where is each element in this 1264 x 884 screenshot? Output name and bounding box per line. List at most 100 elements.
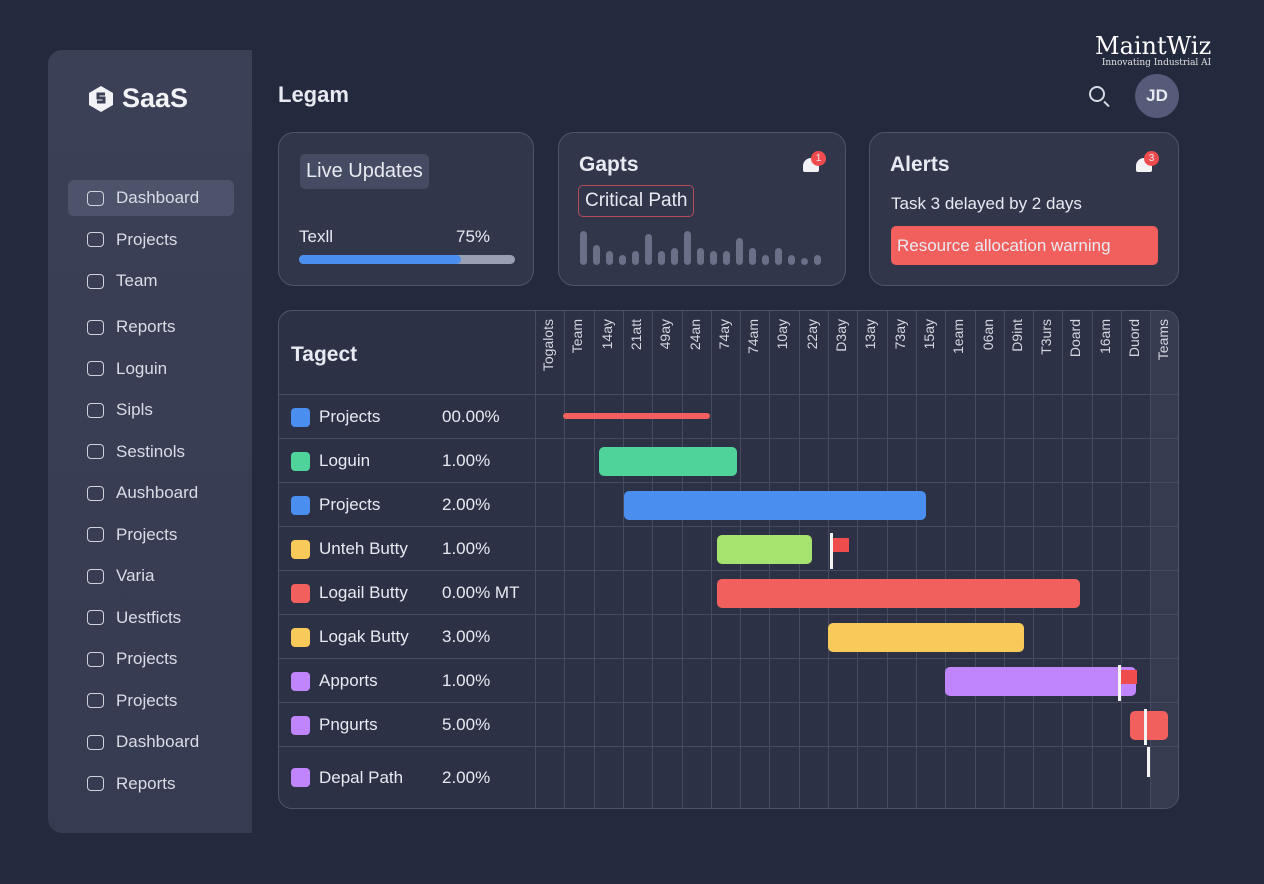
sidebar-item-label: Sipls [116,400,153,419]
sidebar-item-dashboard[interactable]: Dashboard [68,724,234,760]
sidebar-item-label: Dashboard [116,188,200,207]
table-row[interactable]: Apports 1.00% [279,658,1178,702]
column-header: Togalots [540,319,556,372]
nav-icon [87,190,104,206]
sidebar-item-aushboard[interactable]: Aushboard [68,475,234,511]
task-value: 5.00% [442,715,491,734]
task-bar[interactable] [624,490,927,520]
search-icon[interactable] [1089,86,1105,102]
timeline-column: Team [564,311,593,808]
resource-warning[interactable]: Resource allocation warning [891,226,1158,265]
sidebar-item-sestinols[interactable]: Sestinols [68,434,234,470]
sidebar-item-label: Sestinols [116,441,185,461]
app-logo[interactable]: SaaS [88,83,188,114]
nav-icon [87,734,104,750]
progress-percent: 75% [456,227,491,246]
flag-icon [1121,670,1138,684]
color-swatch [291,768,310,787]
table-row[interactable]: Unteh Butty 1.00% [279,526,1178,570]
sidebar-item-uestficts[interactable]: Uestficts [68,600,234,636]
task-bar[interactable] [828,622,1025,652]
mini-bar [749,248,756,265]
table-row[interactable]: Depal Path 2.00% [279,746,1178,807]
timeline-column: D3ay [828,311,857,808]
sidebar-item-reports[interactable]: Reports [68,309,234,345]
bell-icon[interactable]: 1 [801,151,826,175]
task-name: Depal Path [291,768,403,788]
task-bar[interactable] [716,578,1080,608]
timeline-column: 24an [681,311,711,808]
avatar[interactable]: JD [1135,74,1179,118]
table-row[interactable]: Logail Butty 0.00% MT [279,570,1178,614]
mini-bar [814,254,821,265]
sidebar-item-projects[interactable]: Projects [68,641,234,677]
table-row[interactable]: Pngurts 5.00% [279,702,1178,746]
task-bar[interactable] [1129,710,1168,740]
sidebar-item-loguin[interactable]: Loguin [68,351,234,387]
column-header: 74ay [715,319,732,350]
mini-bar [736,237,743,265]
progress-label: Texll [299,227,334,246]
timeline-column: 74ay [710,311,740,808]
milestone-marker[interactable] [1147,747,1151,777]
timeline-column: 73ay [886,311,916,808]
sidebar-item-sipls[interactable]: Sipls [68,392,234,428]
color-swatch [291,671,310,691]
sidebar-item-label: Loguin [116,358,168,378]
column-header: 13ay [862,319,879,350]
table-row[interactable]: Logak Butty 3.00% [279,614,1178,658]
progress-bar [299,255,515,264]
sidebar-item-varia[interactable]: Varia [68,558,234,594]
column-header: D9int [1008,319,1025,352]
task-bar[interactable] [563,413,710,419]
color-swatch [291,495,310,515]
column-header: Doard [1067,319,1084,358]
task-name: Projects [291,495,380,515]
flag-icon [833,538,850,552]
column-header: 16am [1096,319,1113,355]
table-row[interactable]: Projects 00.00% [279,394,1178,438]
sidebar-item-projects[interactable]: Projects [68,683,234,719]
logo-text: SaaS [122,83,189,113]
sidebar-item-dashboard[interactable]: Dashboard [68,180,234,216]
progress-fill [299,255,461,264]
sidebar-item-label: Projects [116,524,178,544]
timeline-column: Togalots [535,311,564,808]
timeline-column: Doard [1062,311,1091,808]
alerts-card: Alerts 3 Task 3 delayed by 2 days Resour… [869,132,1179,286]
sidebar-item-label: Projects [116,649,178,668]
critical-path-chip[interactable]: Critical Path [578,185,695,217]
sidebar-item-projects[interactable]: Projects [68,517,234,553]
color-swatch [291,583,310,603]
milestone-marker[interactable] [830,533,834,569]
mini-bar [697,248,704,265]
sidebar-item-reports[interactable]: Reports [68,766,234,802]
table-row[interactable]: Projects 2.00% [279,482,1178,526]
timeline-column: 15ay [915,311,945,808]
task-bar[interactable] [945,666,1136,696]
color-swatch [291,407,310,427]
nav-icon [87,651,104,667]
milestone-marker[interactable] [1144,709,1148,745]
task-name: Pngurts [291,715,378,735]
timeline-column: 21att [622,311,652,808]
milestone-marker[interactable] [1118,665,1122,701]
sidebar-item-team[interactable]: Team [68,263,234,299]
timeline-column: D9int [1003,311,1033,808]
timeline-column: 49ay [652,311,681,808]
color-swatch [291,715,310,735]
gantt-chart: Tagect Togalots Team 14ay 21att 49ay 24an 74ay… [278,310,1179,809]
nav-icon [87,319,104,335]
sidebar-item-label: Team [116,271,158,290]
task-bar[interactable] [716,534,812,564]
mini-bar [762,254,769,265]
sidebar-item-projects[interactable]: Projects [68,222,234,258]
brand-logo: MaintWiz Innovating Industrial AI [1095,32,1211,68]
task-bar[interactable] [598,446,737,476]
column-header: 49ay [657,319,674,350]
mini-bar [658,251,665,265]
table-row[interactable]: Loguin 1.00% [279,438,1178,482]
task-name: Logail Butty [291,583,408,603]
task-value: 2.00% [442,495,491,514]
bell-icon[interactable]: 3 [1134,151,1159,175]
